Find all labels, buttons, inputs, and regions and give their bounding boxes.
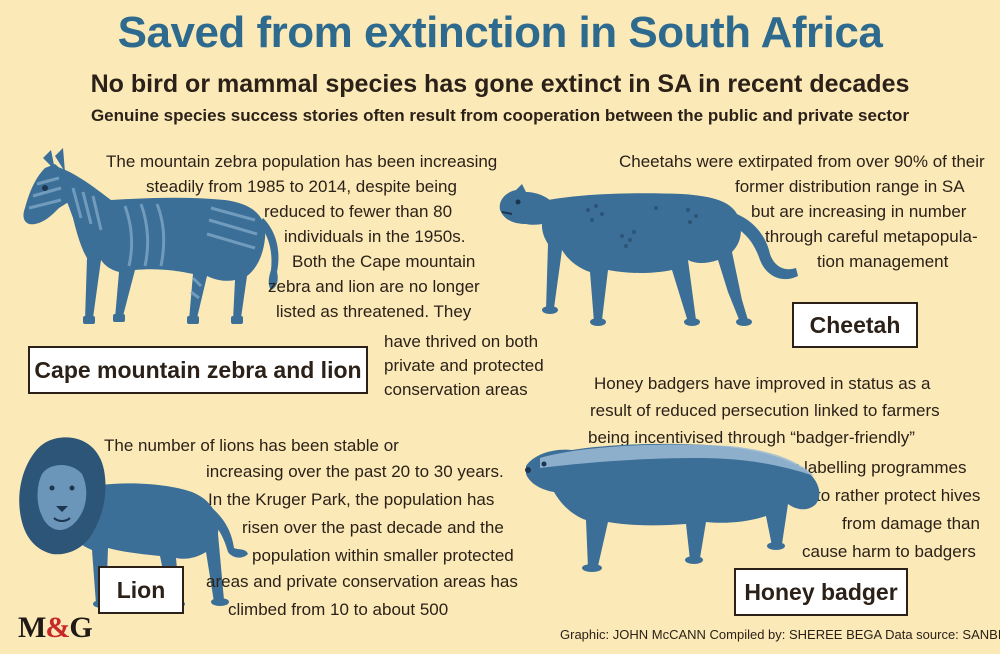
logo-letter: G [69, 611, 92, 644]
cheetah-text-line: through careful metapopula- [765, 227, 978, 246]
lion-label: Lion [98, 566, 184, 614]
cheetah-illustration [499, 184, 798, 326]
zebra-illustration [23, 148, 279, 324]
zebra-text-line: listed as threatened. They [276, 302, 472, 321]
credits-line: Graphic: JOHN McCANN Compiled by: SHEREE… [560, 627, 1000, 642]
page-subtitle: No bird or mammal species has gone extin… [90, 70, 910, 98]
zebra-text-line: zebra and lion are no longer [268, 277, 480, 296]
badger-text-line: cause harm to badgers [802, 542, 976, 561]
cheetah-text-line: former distribution range in SA [735, 177, 965, 196]
cheetah-label: Cheetah [792, 302, 918, 348]
lion-text-line: population within smaller protected [252, 546, 514, 565]
lion-text-line: areas and private conservation areas has [206, 572, 518, 591]
zebra-text-line: Both the Cape mountain [292, 252, 476, 271]
badger-text-line: result of reduced persecution linked to … [590, 401, 940, 420]
zebra-text-line: reduced to fewer than 80 [264, 202, 453, 221]
page-title: Saved from extinction in South Africa [117, 8, 883, 57]
badger-text-line: being incentivised through “badger-frien… [588, 428, 915, 447]
lion-text-line: climbed from 10 to about 500 [228, 600, 449, 619]
cheetah-text-line: tion management [817, 252, 949, 271]
zebra-text-line: private and protected [384, 356, 544, 375]
lion-text-line: increasing over the past 20 to 30 years. [206, 462, 504, 481]
zebra-label: Cape mountain zebra and lion [28, 346, 368, 394]
lion-text-line: risen over the past decade and the [242, 518, 504, 537]
lion-text-line: In the Kruger Park, the population has [208, 490, 495, 509]
zebra-text-line: have thrived on both [384, 332, 539, 351]
zebra-text-line: steadily from 1985 to 2014, despite bein… [146, 177, 457, 196]
logo-ampersand: & [45, 611, 70, 644]
zebra-text-line: The mountain zebra population has been i… [106, 152, 498, 171]
honey-badger-illustration [525, 443, 820, 572]
logo-letter: M [18, 611, 46, 644]
zebra-text-line: conservation areas [384, 380, 528, 399]
intro-text: Genuine species success stories often re… [90, 106, 910, 125]
badger-text-line: from damage than [842, 514, 980, 533]
badger-text-line: Honey badgers have improved in status as… [594, 374, 931, 393]
cheetah-text-line: Cheetahs were extirpated from over 90% o… [619, 152, 985, 171]
lion-text-line: The number of lions has been stable or [104, 436, 399, 455]
badger-text-line: to rather protect hives [816, 486, 981, 505]
zebra-text-line: individuals in the 1950s. [284, 227, 466, 246]
mg-logo: M&G [18, 611, 93, 645]
cheetah-text-line: but are increasing in number [751, 202, 967, 221]
badger-label: Honey badger [734, 568, 908, 616]
